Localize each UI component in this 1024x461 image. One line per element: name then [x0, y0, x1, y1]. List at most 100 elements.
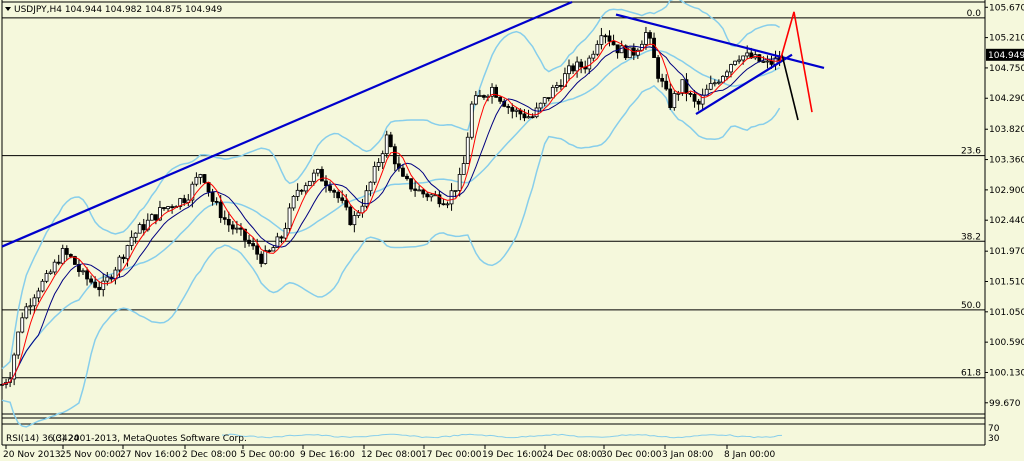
candle [40, 279, 45, 293]
current-price-text: 104.949 [988, 51, 1024, 61]
candle [295, 183, 300, 201]
candle [291, 195, 296, 211]
bollinger-middle [1, 48, 780, 386]
candle [56, 254, 61, 266]
candle [178, 197, 183, 210]
candle [149, 213, 154, 221]
candle [603, 33, 608, 44]
x-tick-label: 17 Dec 00:00 [421, 450, 482, 460]
rsi-axis-70: 70 [988, 424, 1000, 434]
y-tick-label: 105.670 [989, 3, 1024, 13]
candle [194, 172, 199, 187]
x-tick-label: 24 Dec 08:00 [542, 450, 603, 460]
candle [384, 130, 389, 158]
current-price-box [986, 48, 1024, 61]
candle [716, 79, 721, 85]
candle [214, 197, 219, 206]
candle [473, 90, 478, 106]
rsi-axis-30: 30 [988, 434, 1000, 444]
candle [230, 220, 235, 235]
candle [445, 201, 450, 209]
fib-label-61.8: 61.8 [961, 369, 981, 379]
candle [356, 210, 361, 219]
current-price-tag: 104.949 [986, 48, 1024, 61]
candle [656, 55, 660, 83]
candle [271, 245, 276, 252]
candle [542, 97, 547, 107]
candle [247, 235, 251, 247]
candle [607, 30, 612, 47]
candle [328, 181, 332, 193]
candle [708, 75, 713, 91]
ma-fast-line [1, 39, 780, 385]
candle [129, 230, 134, 251]
candle [648, 30, 652, 46]
candle [615, 44, 620, 59]
candle [162, 207, 166, 211]
candle [299, 189, 304, 195]
candle [498, 96, 503, 104]
candle [376, 158, 381, 171]
candle [688, 91, 693, 98]
candle [660, 73, 665, 88]
candle [482, 94, 486, 100]
candle [388, 131, 393, 148]
candle [259, 251, 264, 268]
x-tick-label: 12 Dec 08:00 [361, 450, 422, 460]
candle [449, 183, 454, 211]
candle [538, 102, 543, 112]
candle [198, 173, 203, 185]
symbol-title: USDJPY,H4 104.944 104.982 104.875 104.94… [5, 5, 223, 15]
candle [340, 190, 345, 204]
candle [12, 352, 17, 386]
candle [425, 192, 430, 201]
candle [599, 27, 604, 50]
x-tick-label: 30 Dec 00:00 [601, 450, 662, 460]
candle [16, 331, 21, 359]
trendline-upper-triangle [615, 13, 825, 69]
candle [251, 237, 256, 250]
projection-bullish-projection [779, 11, 813, 113]
bollinger-upper [1, 0, 780, 370]
candle [575, 56, 579, 78]
candle [153, 214, 158, 225]
x-tick-label: 25 Nov 00:00 [60, 450, 121, 460]
candle [64, 245, 69, 261]
fib-label-38.2: 38.2 [961, 232, 981, 242]
candle [222, 210, 227, 225]
candle [380, 150, 385, 170]
y-tick-label: 100.130 [989, 368, 1024, 378]
candle [737, 55, 741, 64]
candle [712, 79, 717, 87]
candle [559, 79, 563, 90]
candle [530, 113, 535, 119]
fib-label-0.0: 0.0 [967, 9, 982, 19]
price-axis: 105.670 105.210 104.750 104.290 103.820 103.3… [985, 3, 1024, 409]
trendline-main-uptrend [1, 0, 573, 248]
candle [243, 228, 247, 248]
candle [725, 69, 729, 81]
candle [36, 287, 41, 303]
candle [469, 101, 474, 140]
candle [571, 63, 575, 74]
candle [307, 180, 312, 187]
candle [311, 169, 316, 186]
candle [352, 210, 357, 233]
candle [332, 188, 337, 199]
candle [733, 60, 737, 66]
x-tick-label: 27 Nov 16:00 [120, 450, 181, 460]
y-tick-label: 104.290 [989, 94, 1024, 104]
candle [554, 81, 559, 92]
candle [514, 107, 519, 118]
candle [401, 164, 405, 177]
candle [226, 211, 231, 232]
y-tick-label: 99.670 [989, 399, 1021, 409]
candle [101, 273, 106, 297]
copyright-text: (C) 2001-2013, MetaQuotes Software Corp. [52, 434, 247, 444]
candle [320, 166, 324, 182]
candle [190, 181, 195, 208]
candle [348, 205, 353, 226]
candle [48, 269, 53, 275]
candle [664, 74, 669, 91]
